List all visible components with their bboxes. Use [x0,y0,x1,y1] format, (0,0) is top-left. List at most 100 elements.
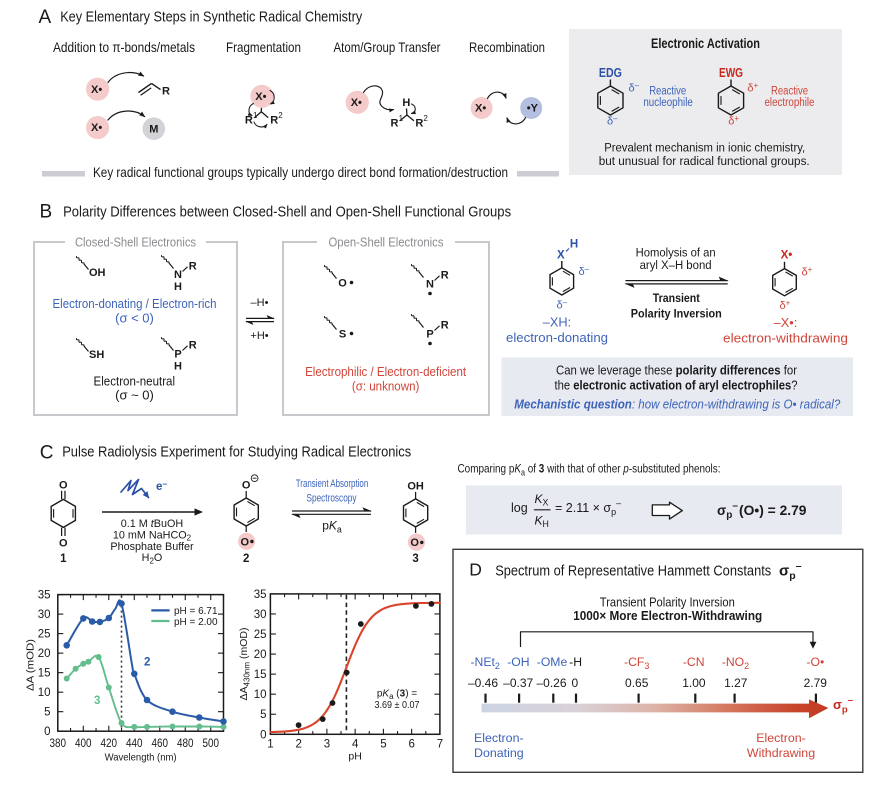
svg-text:5: 5 [380,739,386,751]
svg-text:X•: X• [91,122,102,134]
svg-text:X•: X• [475,103,486,115]
svg-text:Recombination: Recombination [469,39,545,55]
svg-text:0.1 M tBuOH: 0.1 M tBuOH [121,518,183,530]
svg-text:O: O [242,480,251,492]
svg-text:2.79: 2.79 [804,676,828,690]
svg-text:Electron-neutral: Electron-neutral [94,374,176,389]
svg-text:SH: SH [89,349,104,361]
svg-text:Prevalent mechanism in ionic c: Prevalent mechanism in ionic chemistry, [604,140,805,154]
svg-text:pH = 2.00: pH = 2.00 [174,617,218,628]
svg-text:S: S [339,329,346,341]
svg-text:5: 5 [260,709,266,721]
svg-text:6: 6 [408,739,414,751]
svg-text:Transient Absorption: Transient Absorption [296,478,369,490]
svg-text:Can we leverage these polarity: Can we leverage these polarity differenc… [556,363,797,377]
svg-text:30: 30 [254,609,267,621]
svg-text:X•: X• [91,84,102,96]
svg-text:1.27: 1.27 [724,676,748,690]
svg-text:R: R [441,320,449,332]
svg-text:pH: pH [348,751,361,763]
svg-text:–0.37: –0.37 [503,676,533,690]
svg-text:25: 25 [38,629,51,641]
svg-text:3: 3 [94,695,100,707]
svg-text:R: R [189,261,197,273]
svg-text:15: 15 [38,668,51,680]
svg-text:1: 1 [267,739,273,751]
svg-text:10: 10 [38,687,51,699]
svg-text:ΔA (mOD): ΔA (mOD) [25,639,37,691]
svg-text:electrophile: electrophile [765,97,815,109]
svg-text:Fragmentation: Fragmentation [226,39,301,55]
svg-text:20: 20 [254,649,267,661]
svg-text:(O•) = 2.79: (O•) = 2.79 [739,503,807,518]
svg-text:P: P [174,349,181,361]
svg-text:Comparing pKa of 3 with that o: Comparing pKa of 3 with that of other p-… [458,462,721,478]
svg-text:3: 3 [324,739,330,751]
svg-text:500: 500 [203,738,220,750]
svg-text:Donating: Donating [474,746,524,760]
svg-text:pKa (3) =: pKa (3) = [377,689,417,701]
svg-text:H: H [402,97,410,109]
svg-text:Mechanistic question: how elec: Mechanistic question: how electron-withd… [514,398,840,412]
svg-text:0: 0 [572,676,579,690]
svg-text:H: H [174,361,182,373]
svg-text:2: 2 [144,657,150,669]
svg-text:Electronic Activation: Electronic Activation [651,35,760,51]
svg-text:440: 440 [126,738,143,750]
svg-text:1: 1 [60,553,67,565]
svg-text:1: 1 [253,111,258,120]
svg-text:Spectrum of Representative Ham: Spectrum of Representative Hammett Const… [495,562,771,579]
svg-text:420: 420 [101,738,118,750]
svg-text:-O•: -O• [806,655,824,669]
svg-text:400: 400 [75,738,92,750]
svg-text:10: 10 [254,689,267,701]
svg-text:–X•:: –X•: [774,315,798,330]
svg-text:EWG: EWG [719,66,743,80]
svg-text:Electrophilic / Electron-defic: Electrophilic / Electron-deficient [305,364,466,379]
svg-text:X•: X• [351,97,362,109]
svg-text:-H: -H [569,655,582,669]
svg-text:O: O [410,537,419,549]
svg-text:1000× More Electron-Withdrawin: 1000× More Electron-Withdrawing [573,608,762,623]
svg-text:N: N [174,269,182,281]
svg-text:B: B [40,202,53,223]
svg-text:R: R [441,270,449,282]
svg-text:X: X [557,250,565,262]
svg-text:nucleophile: nucleophile [643,97,693,109]
svg-text:X•: X• [781,250,793,262]
svg-text:–H•: –H• [251,297,269,309]
svg-text:aryl X–H bond: aryl X–H bond [640,258,712,272]
svg-text:M: M [149,123,158,135]
svg-text:Electron-: Electron- [474,731,524,745]
svg-text:log: log [511,501,528,515]
svg-text:Reactive: Reactive [649,86,686,98]
svg-text:7: 7 [437,739,443,751]
svg-text:electron-withdrawing: electron-withdrawing [723,331,848,346]
svg-text:–0.26: –0.26 [536,676,566,690]
svg-text:Polarity Differences between C: Polarity Differences between Closed-Shel… [63,204,511,220]
svg-text:2: 2 [243,553,249,565]
svg-text:OH: OH [407,480,424,492]
svg-text:20: 20 [38,648,51,660]
svg-text:Polarity Inversion: Polarity Inversion [631,309,722,321]
svg-text:2: 2 [295,739,301,751]
svg-text:OH: OH [89,267,106,279]
svg-text:N: N [426,279,434,291]
svg-text:-OMe: -OMe [537,655,568,669]
svg-text:electron-donating: electron-donating [506,330,608,345]
svg-text:0: 0 [44,726,50,738]
svg-text:3.69 ± 0.07: 3.69 ± 0.07 [375,700,420,711]
svg-text:Pulse Radiolysis Experiment fo: Pulse Radiolysis Experiment for Studying… [62,445,411,461]
svg-text:O: O [338,278,347,290]
svg-text:(σ < 0): (σ < 0) [115,311,154,326]
svg-text:Transient: Transient [653,293,700,305]
svg-text:H: H [570,239,578,251]
svg-text:Spectroscopy: Spectroscopy [307,493,357,505]
svg-text:Addition to π-bonds/metals: Addition to π-bonds/metals [53,39,195,55]
svg-text:Electron-donating / Electron-r: Electron-donating / Electron-rich [53,296,217,311]
svg-text:-CN: -CN [683,655,705,669]
svg-text:35: 35 [254,589,267,601]
svg-text:R: R [189,340,197,352]
svg-text:R: R [245,114,253,126]
svg-text:30: 30 [38,609,51,621]
